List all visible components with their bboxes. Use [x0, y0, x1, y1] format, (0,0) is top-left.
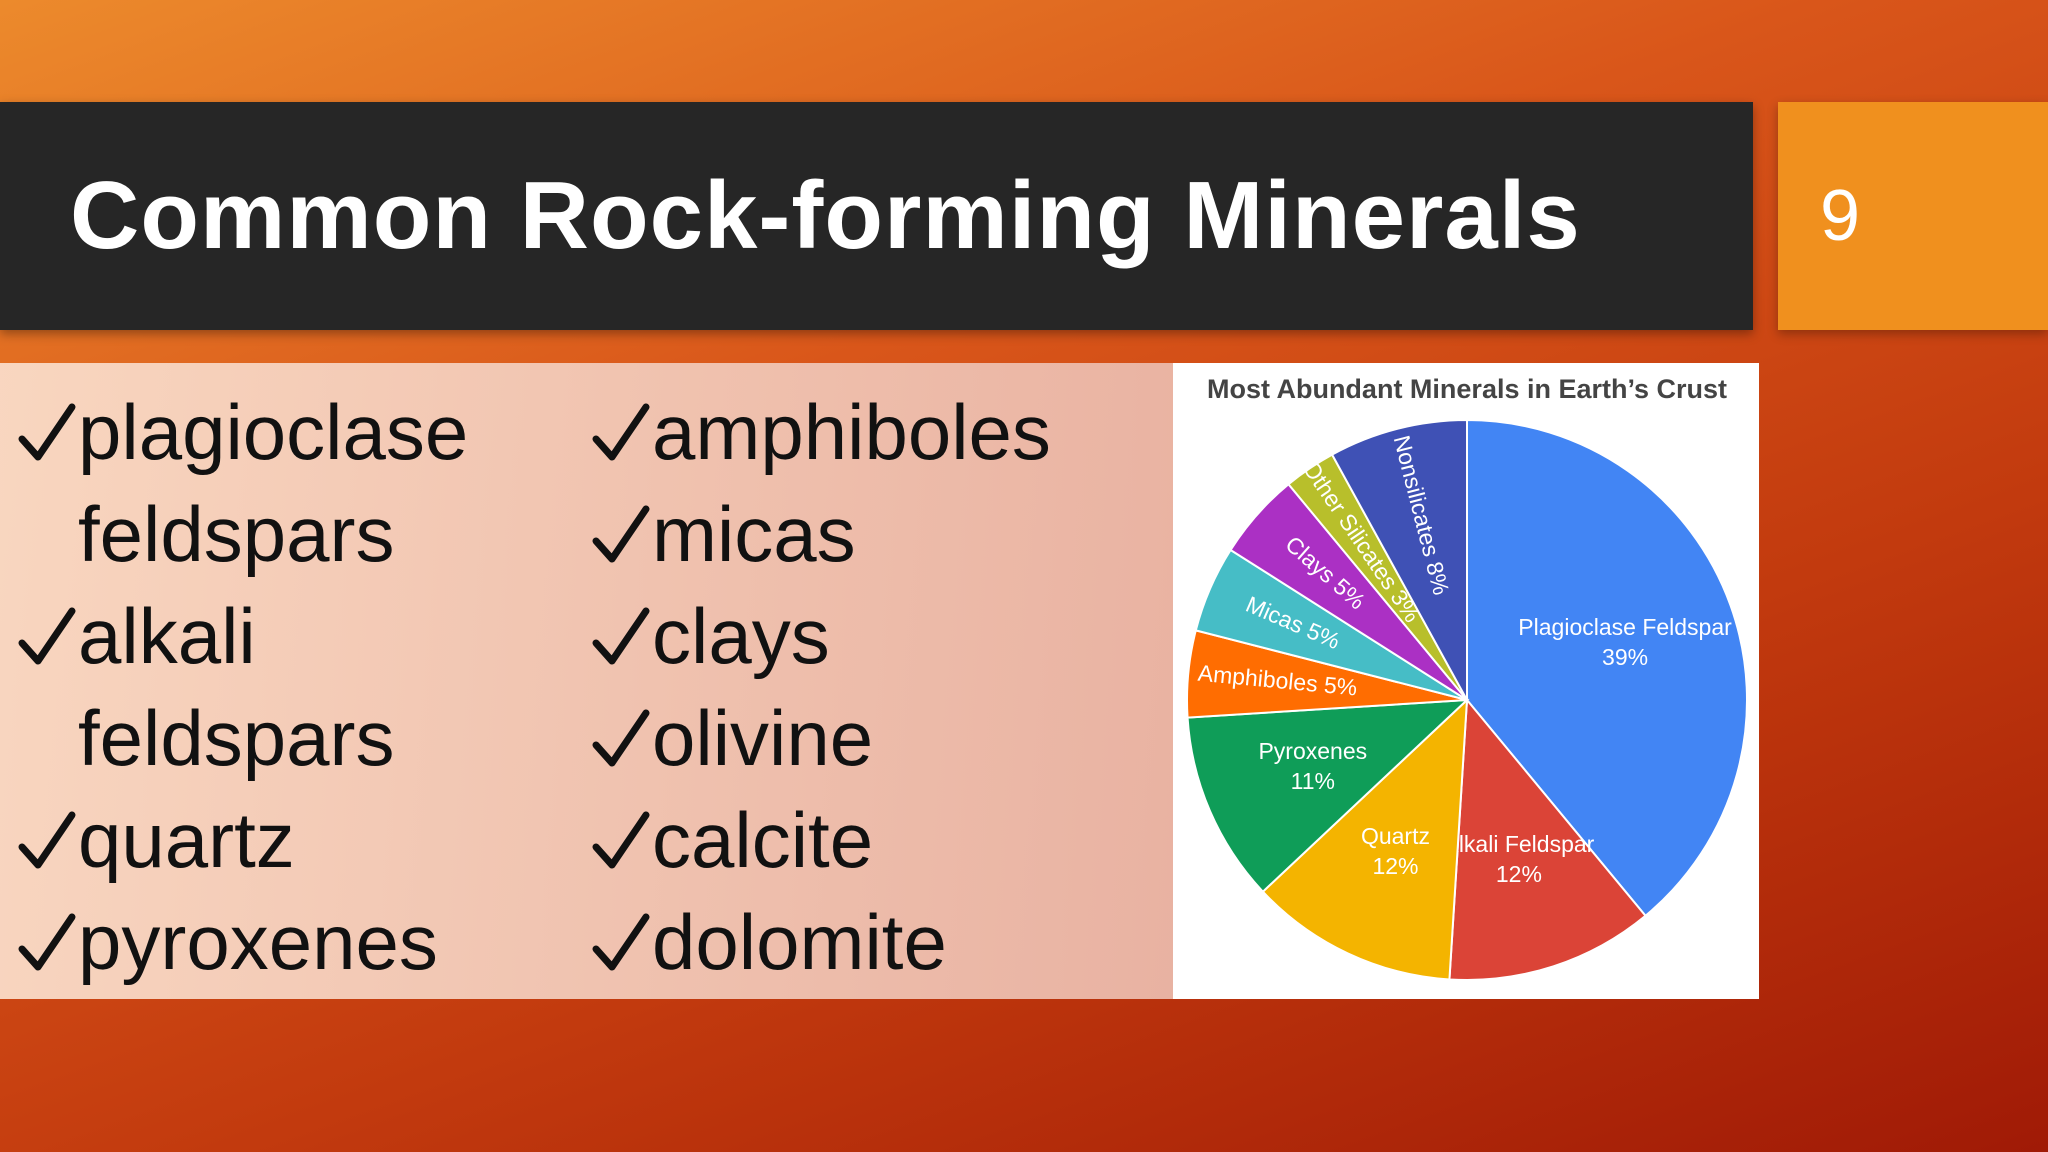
bullet-text: quartz	[78, 796, 295, 884]
slide-number-box: 9	[1778, 102, 2048, 330]
check-icon	[18, 607, 76, 665]
pie-slice	[1261, 697, 1469, 981]
pie-slice	[1448, 697, 1647, 981]
bullet-text: olivine	[652, 694, 874, 782]
bullet-item: olivine	[590, 687, 1150, 789]
bullet-text: alkali feldspars	[78, 592, 395, 782]
bullet-item: alkali feldspars	[16, 585, 576, 789]
bullet-text: plagioclase feldspars	[78, 388, 469, 578]
slice-label: Pyroxenes	[1258, 738, 1367, 764]
bullet-item: micas	[590, 483, 1150, 585]
slice-value-label: 11%	[1291, 768, 1335, 794]
check-icon	[18, 913, 76, 971]
bullet-text: dolomite	[652, 898, 947, 986]
check-icon	[592, 709, 650, 767]
bullet-item: clays	[590, 585, 1150, 687]
slide-number: 9	[1820, 176, 1861, 256]
bullet-item: amphiboles	[590, 381, 1150, 483]
slide-title: Common Rock-forming Minerals	[70, 162, 1581, 269]
title-bar: Common Rock-forming Minerals	[0, 102, 1753, 330]
bullet-text: calcite	[652, 796, 874, 884]
check-icon	[18, 403, 76, 461]
bullet-column: plagioclase feldspars alkali feldspars qua…	[16, 381, 576, 993]
check-icon	[592, 607, 650, 665]
check-icon	[592, 811, 650, 869]
check-icon	[592, 403, 650, 461]
bullet-item: quartz	[16, 789, 576, 891]
pie-slice	[1466, 418, 1748, 918]
pie-slice	[1186, 698, 1470, 894]
slice-value-label: 12%	[1496, 861, 1542, 887]
slice-label: Plagioclase Feldspar	[1518, 614, 1732, 640]
bullet-item: dolomite	[590, 891, 1150, 993]
bullet-column: amphiboles micas clays olivine calcite dolomi…	[590, 381, 1150, 993]
bullet-text: micas	[652, 490, 856, 578]
check-icon	[592, 913, 650, 971]
bullet-text: amphiboles	[652, 388, 1051, 476]
chart-title: Most Abundant Minerals in Earth’s Crust	[1207, 374, 1727, 404]
slice-label: Quartz	[1361, 823, 1430, 849]
pie-chart: Most Abundant Minerals in Earth’s Crust …	[1186, 374, 1748, 981]
slice-value-label: 12%	[1372, 853, 1418, 879]
bullet-item: pyroxenes	[16, 891, 576, 993]
slice-label: Alkali Feldspar	[1443, 831, 1594, 857]
check-icon	[592, 505, 650, 563]
check-icon	[18, 811, 76, 869]
bullet-item: calcite	[590, 789, 1150, 891]
bullet-text: clays	[652, 592, 830, 680]
bullet-item: plagioclase feldspars	[16, 381, 576, 585]
chart-box: Most Abundant Minerals in Earth’s Crust …	[1173, 363, 1759, 999]
bullet-text: pyroxenes	[78, 898, 438, 986]
slice-value-label: 39%	[1602, 644, 1648, 670]
pie-slice	[1330, 418, 1468, 701]
bullet-panel: plagioclase feldspars alkali feldspars qua…	[0, 363, 1173, 999]
slice-value-label: 5%	[1323, 672, 1359, 701]
